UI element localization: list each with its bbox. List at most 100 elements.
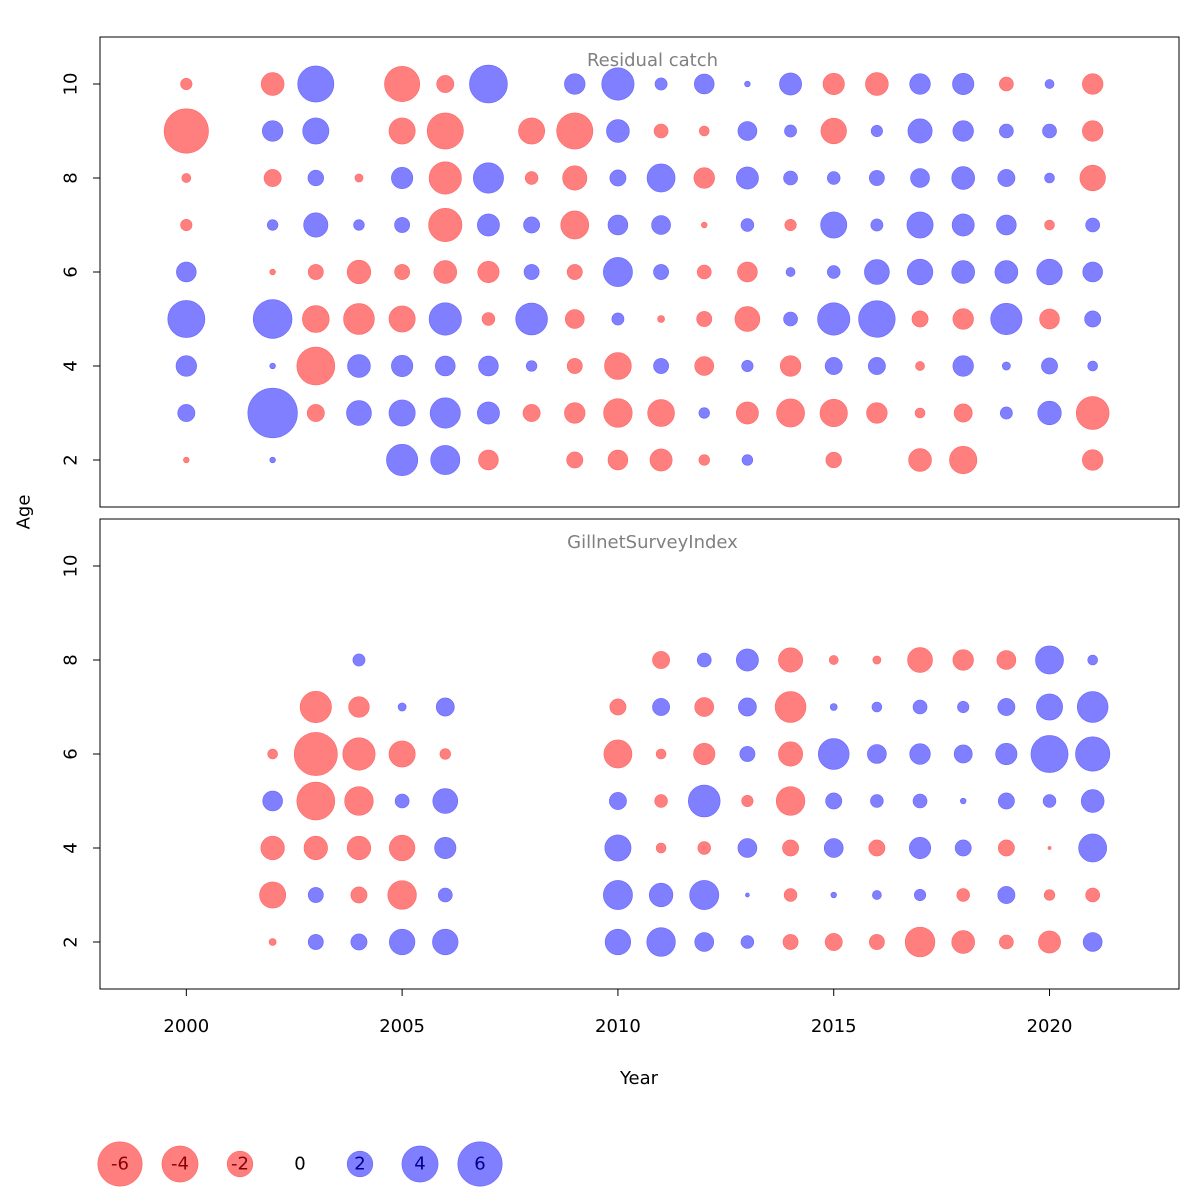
bubble — [564, 402, 586, 424]
bubble — [1078, 833, 1108, 863]
bubble — [818, 738, 850, 770]
bubble — [1082, 932, 1103, 952]
bubble — [951, 930, 975, 954]
bubble — [469, 64, 508, 104]
bubble — [478, 355, 499, 377]
bubble — [738, 697, 757, 717]
bubble — [307, 887, 324, 903]
bubble — [347, 354, 371, 378]
bubble — [353, 219, 365, 231]
bubble — [299, 691, 332, 723]
bubble — [696, 264, 712, 280]
bubble — [904, 926, 936, 958]
bubble — [609, 169, 627, 187]
bubble — [307, 934, 324, 950]
bubble — [566, 451, 584, 469]
bubble — [647, 399, 675, 427]
legend-bubble — [401, 1145, 439, 1183]
bubble — [868, 839, 886, 857]
bubble — [522, 404, 541, 422]
bubble — [782, 839, 799, 857]
bubble — [951, 213, 975, 237]
bubble — [819, 398, 848, 428]
bubble — [180, 218, 193, 232]
bubble — [741, 359, 754, 373]
bubble — [477, 213, 500, 237]
bubble — [293, 732, 338, 776]
bubble — [655, 842, 667, 854]
bubble — [562, 165, 588, 191]
bubble — [651, 215, 671, 235]
bubble — [426, 112, 464, 150]
x-tick-label: 2020 — [1027, 1016, 1073, 1037]
bubble — [387, 880, 417, 910]
bubble — [478, 449, 499, 471]
bubble — [603, 257, 633, 287]
bubble — [657, 315, 665, 323]
bubble — [432, 928, 459, 956]
bubble — [350, 933, 368, 951]
bubble — [523, 264, 540, 280]
bubble — [911, 310, 929, 328]
bubble — [783, 311, 798, 327]
bubble — [654, 77, 668, 91]
bubble — [386, 444, 419, 476]
bubble — [779, 72, 802, 96]
bubble — [951, 166, 975, 190]
bubble — [1085, 887, 1100, 903]
bubble — [734, 306, 761, 332]
panel-0: Residual catch 2 4 6 8 10 — [61, 36, 1180, 508]
bubble — [1082, 449, 1104, 471]
bubble — [263, 169, 282, 187]
bubble — [784, 218, 797, 232]
bubble — [817, 302, 851, 336]
bubble — [823, 838, 844, 858]
bubble — [952, 649, 974, 671]
bubble — [296, 346, 336, 386]
bubble — [693, 167, 715, 189]
bubble — [611, 312, 625, 326]
bubble — [1036, 258, 1063, 286]
bubble — [694, 73, 715, 95]
bubble — [437, 887, 453, 903]
bubble — [1042, 794, 1057, 808]
bubble — [564, 73, 586, 95]
bubble — [999, 406, 1013, 420]
bubble — [994, 260, 1019, 284]
bubble — [428, 208, 463, 242]
bubble — [997, 169, 1016, 187]
bubble — [956, 888, 970, 902]
bubble — [653, 264, 669, 280]
legend-bubble — [97, 1141, 143, 1187]
bubble — [778, 647, 804, 673]
bubble — [693, 742, 716, 766]
bubble — [1075, 736, 1111, 772]
bubble — [952, 120, 974, 142]
legend-label: -6 — [111, 1154, 129, 1175]
bubble — [430, 445, 461, 475]
bubble — [307, 264, 324, 280]
bubble — [870, 794, 884, 808]
bubble — [654, 794, 668, 808]
bubble — [824, 357, 843, 375]
bubble — [736, 648, 759, 672]
bubble — [820, 211, 848, 239]
bubble — [957, 700, 970, 714]
bubble — [778, 741, 804, 767]
bubble — [429, 397, 461, 429]
bubble — [303, 212, 329, 238]
bubble — [914, 407, 926, 419]
bubble — [176, 261, 197, 283]
bubble — [607, 449, 629, 471]
bubble — [696, 652, 712, 668]
bubble — [646, 163, 676, 193]
bubble — [525, 360, 538, 372]
bubble — [864, 259, 890, 285]
y-tick-label: 4 — [61, 842, 82, 853]
y-tick-label: 6 — [61, 748, 82, 759]
x-tick-label: 2015 — [811, 1016, 857, 1037]
bubble — [350, 886, 368, 904]
bubble — [1076, 691, 1109, 723]
bubble — [391, 354, 414, 378]
bubble — [556, 112, 594, 150]
